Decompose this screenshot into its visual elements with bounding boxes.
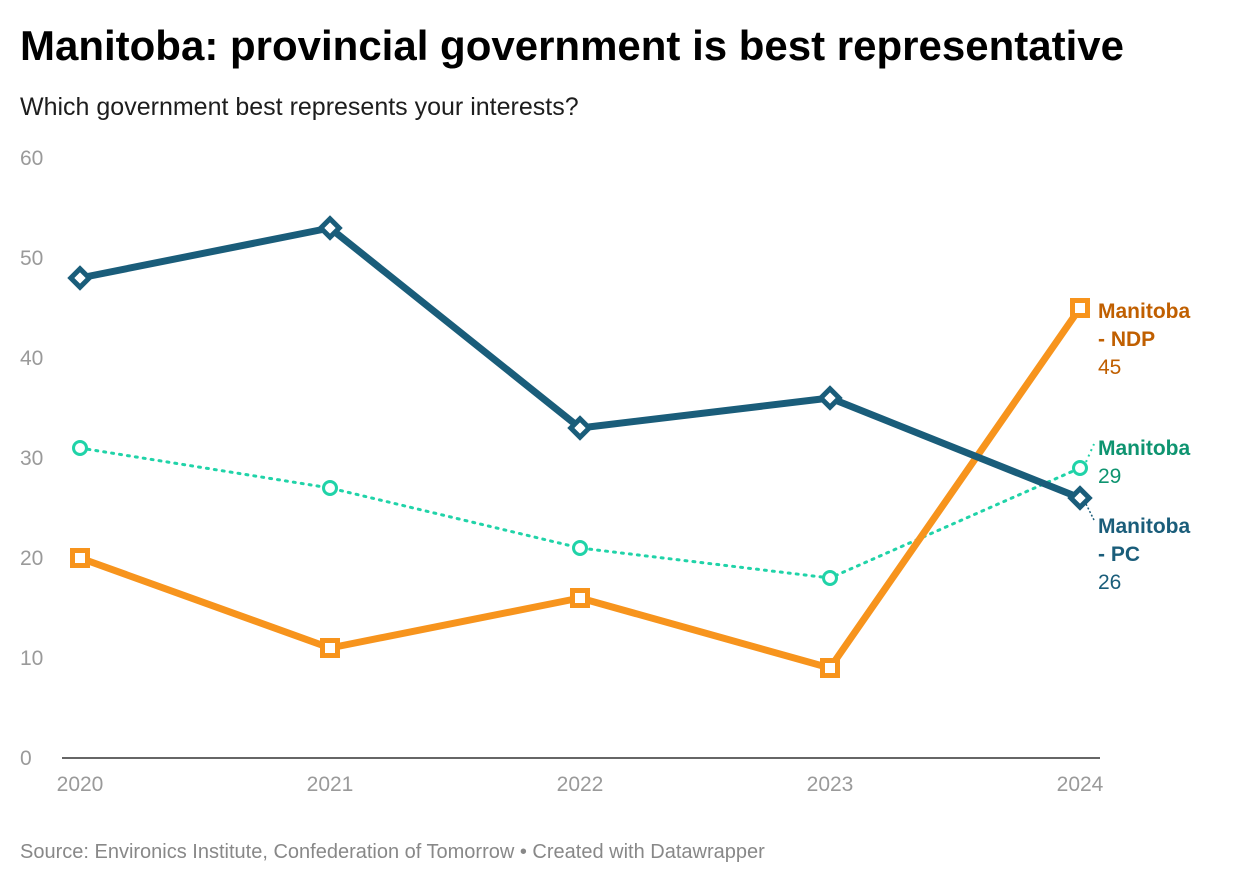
data-point-manitoba [72,440,88,456]
y-tick-label: 30 [20,447,43,470]
data-point-manitoba [322,480,338,496]
label-connector-pc [1085,503,1095,521]
series-name-pc: - PC [1098,543,1140,566]
data-point-manitoba [822,570,838,586]
series-line-ndp [76,304,1084,672]
source-note: Source: Environics Institute, Confederat… [20,841,765,863]
series-end-value-manitoba: 29 [1098,465,1121,488]
series-line-manitoba [78,446,1082,580]
data-point-pc [317,215,343,241]
y-tick-label: 0 [20,747,32,770]
chart-title: Manitoba: provincial government is best … [20,22,1124,69]
y-tick-label: 20 [20,547,43,570]
series-line-pc [76,224,1084,502]
series-layer [67,215,1095,678]
series-label-pc: Manitoba - PC 26 [1098,515,1190,594]
x-tick-label: 2022 [557,773,604,796]
x-tick-label: 2021 [307,773,354,796]
y-tick-label: 50 [20,247,43,270]
series-name-pc: Manitoba [1098,515,1190,538]
data-point-pc [67,265,93,291]
y-tick-label: 40 [20,347,43,370]
label-connector-manitoba [1085,443,1095,463]
series-name-ndp: - NDP [1098,328,1155,351]
data-point-manitoba [572,540,588,556]
data-point-manitoba [1072,460,1088,476]
data-point-ndp [1070,298,1090,318]
series-end-value-ndp: 45 [1098,356,1121,379]
series-label-ndp: Manitoba - NDP 45 [1098,300,1190,379]
data-point-ndp [70,548,90,568]
data-point-ndp [570,588,590,608]
data-point-ndp [320,638,340,658]
x-tick-label: 2020 [57,773,104,796]
series-name-ndp: Manitoba [1098,300,1190,323]
data-point-pc [817,385,843,411]
y-tick-label: 10 [20,647,43,670]
x-axis: 2020 2021 2022 2023 2024 [57,773,1104,796]
x-tick-label: 2023 [807,773,854,796]
series-labels: Manitoba 29 Manitoba - NDP 45 Manitoba - PC 26 [1098,300,1190,594]
series-ndp [70,298,1090,678]
series-pc [67,215,1093,511]
data-point-pc [567,415,593,441]
y-axis: 0 10 20 30 40 50 60 [20,147,43,770]
series-manitoba [72,440,1088,586]
x-tick-label: 2024 [1057,773,1104,796]
data-point-ndp [820,658,840,678]
y-tick-label: 60 [20,147,43,170]
series-name-manitoba: Manitoba [1098,437,1190,460]
chart-subtitle: Which government best represents your in… [20,93,579,121]
series-label-manitoba: Manitoba 29 [1098,437,1190,488]
data-point-pc [1067,485,1093,511]
series-end-value-pc: 26 [1098,571,1121,594]
